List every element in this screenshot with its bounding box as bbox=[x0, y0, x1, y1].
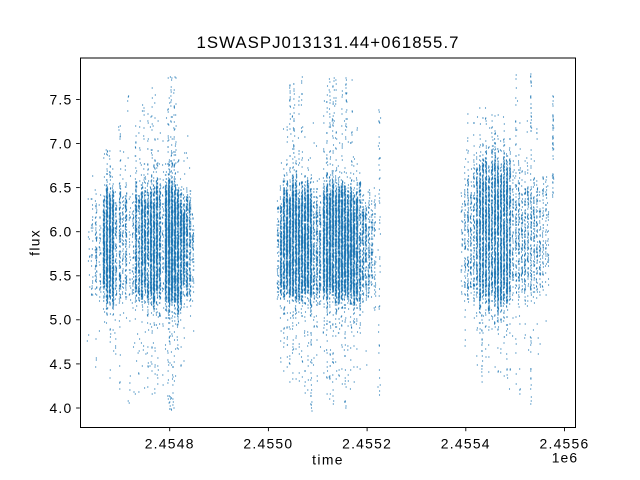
svg-text:5.5: 5.5 bbox=[49, 268, 72, 284]
svg-text:4.5: 4.5 bbox=[49, 356, 72, 372]
svg-text:4.0: 4.0 bbox=[49, 400, 72, 416]
svg-text:1e6: 1e6 bbox=[552, 450, 578, 466]
svg-text:1SWASPJ013131.44+061855.7: 1SWASPJ013131.44+061855.7 bbox=[196, 33, 459, 52]
svg-text:2.4556: 2.4556 bbox=[540, 436, 590, 452]
svg-text:6.5: 6.5 bbox=[49, 180, 72, 196]
svg-text:time: time bbox=[312, 452, 344, 468]
svg-text:2.4554: 2.4554 bbox=[441, 436, 491, 452]
svg-text:7.0: 7.0 bbox=[49, 135, 72, 151]
svg-text:2.4552: 2.4552 bbox=[342, 436, 392, 452]
svg-text:6.0: 6.0 bbox=[49, 224, 72, 240]
svg-text:2.4548: 2.4548 bbox=[145, 436, 195, 452]
svg-text:flux: flux bbox=[27, 229, 43, 256]
svg-text:5.0: 5.0 bbox=[49, 312, 72, 328]
svg-text:7.5: 7.5 bbox=[49, 91, 72, 107]
svg-text:2.4550: 2.4550 bbox=[243, 436, 293, 452]
